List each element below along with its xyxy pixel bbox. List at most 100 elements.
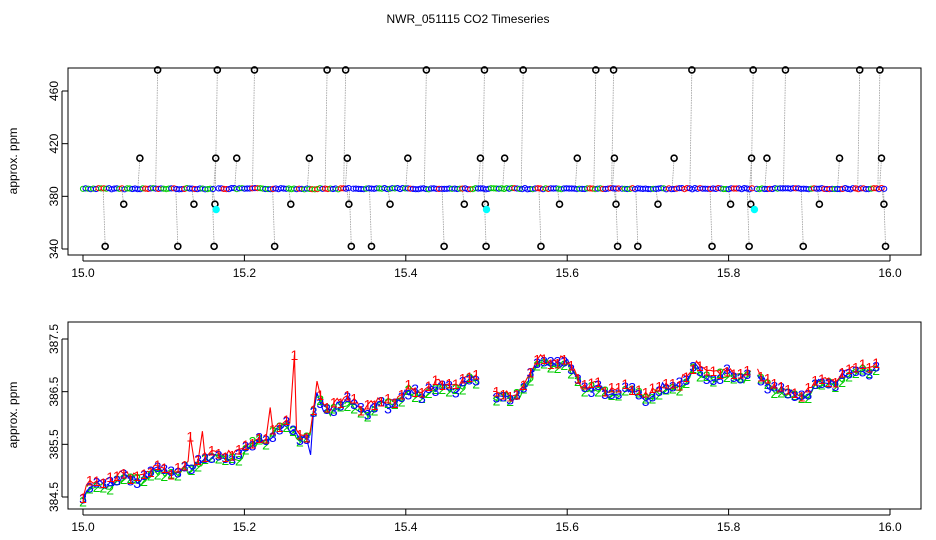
series-2-marker: 2: [86, 481, 94, 497]
series-3-marker: 3: [411, 381, 419, 397]
series-3-marker: 3: [825, 376, 833, 392]
series-2-marker: 2: [669, 381, 677, 397]
series-2-marker: 2: [283, 419, 291, 435]
series-3-marker: 3: [791, 388, 799, 404]
outlier-point: [305, 154, 314, 162]
series-1-marker: 1: [344, 387, 352, 403]
series-3-marker: 3: [276, 422, 284, 438]
series-3-marker: 3: [262, 432, 270, 448]
series-3-marker: 3: [310, 404, 318, 420]
spike-line: [502, 158, 506, 189]
series-2-marker: 2: [242, 442, 250, 458]
outlier-point: [573, 154, 582, 162]
series-1-marker: 1: [628, 382, 636, 398]
spike-line: [883, 188, 886, 247]
outlier-point: [323, 66, 331, 74]
spike-line: [689, 69, 693, 189]
series-1-marker: 1: [262, 431, 270, 447]
spike-line: [102, 188, 106, 247]
series-1-marker: 1: [594, 374, 602, 390]
cyan-point: [482, 205, 491, 214]
outlier-point: [613, 242, 622, 251]
series-1-marker: 1: [127, 471, 135, 487]
series-3-marker: 3: [350, 396, 358, 412]
spike-line: [324, 69, 328, 189]
series-1-marker: 1: [493, 384, 501, 400]
series-lines: [82, 353, 877, 502]
series-1-marker: 1: [533, 352, 541, 368]
series-3-marker: 3: [723, 361, 731, 377]
outlier-point: [343, 154, 352, 162]
series-3-marker: 3: [113, 473, 121, 489]
spike-line: [877, 69, 881, 189]
outlier-point: [688, 66, 696, 74]
outlier-point: [880, 200, 888, 209]
y-tick-label: 386.5: [47, 376, 61, 406]
series-1-marker: 1: [425, 378, 433, 394]
outlier-point: [592, 66, 600, 74]
series-1-marker: 1: [93, 473, 101, 489]
series-1-marker: 1: [235, 441, 243, 457]
series-1-marker: 1: [411, 384, 419, 400]
series-1-marker: 1: [859, 356, 867, 372]
x-tick-label: 15.8: [717, 520, 741, 534]
series-3-marker: 3: [655, 383, 663, 399]
co2-raw-panel: 15.0 15.2 15.4 15.6 15.8 16.0 340 380 420 460 ap…: [6, 66, 922, 280]
series-3-marker: 3: [364, 407, 372, 423]
spike-line: [405, 158, 409, 189]
y-axis: 340 380 420 460: [47, 81, 68, 259]
series-1-marker: 1: [364, 397, 372, 413]
series-1-marker: 1: [384, 390, 392, 406]
series-1-marker: 1: [160, 460, 168, 476]
series-3-marker: 3: [208, 450, 216, 466]
series-3-marker: 3: [140, 467, 148, 483]
series-3-marker: 3: [554, 353, 562, 369]
series-3-marker: 3: [215, 448, 223, 464]
outlier-point: [749, 66, 757, 74]
series-3-marker: 3: [181, 458, 189, 474]
series-1-marker: 1: [323, 400, 331, 416]
series-3-marker: 3: [771, 379, 779, 395]
series-2-marker: 2: [791, 387, 799, 403]
outlier-point: [101, 242, 109, 251]
series-3-marker: 3: [594, 377, 602, 393]
spike-line: [483, 188, 487, 247]
series-2-marker: 2: [710, 374, 718, 390]
series-3-marker: 3: [642, 393, 650, 409]
series-3-marker: 3: [872, 359, 880, 375]
spike-line: [611, 69, 614, 189]
spike-line: [857, 69, 861, 189]
series-1-marker: 1: [588, 375, 596, 391]
series-2-marker: 2: [201, 451, 209, 467]
outlier-point: [476, 154, 485, 162]
series-3-marker: 3: [621, 379, 629, 395]
cyan-point: [750, 205, 759, 214]
spike-line: [635, 188, 639, 247]
spike-line: [234, 158, 238, 189]
series-2-marker: 2: [642, 391, 650, 407]
series-2-marker: 2: [649, 391, 657, 407]
series-3-marker: 3: [445, 378, 453, 394]
spike-line: [783, 69, 786, 189]
series-1-marker: 1: [186, 428, 194, 444]
series-1-marker: 1: [99, 475, 107, 491]
series-1-marker: 1: [642, 384, 650, 400]
series-2-marker: 2: [513, 386, 521, 402]
outlier-point: [347, 242, 356, 251]
series-3-marker: 3: [520, 379, 528, 395]
series-2-marker: 2: [452, 381, 460, 397]
series-3-marker: 3: [784, 386, 792, 402]
series-3-marker: 3: [86, 480, 94, 496]
spike-line: [211, 188, 215, 247]
series-2-marker: 2: [601, 383, 609, 399]
series-2-marker: 2: [466, 370, 474, 386]
series-2-marker: 2: [371, 403, 379, 419]
series-1-marker: 1: [499, 386, 507, 402]
series-3-marker: 3: [601, 386, 609, 402]
series-2-marker: 2: [608, 387, 616, 403]
series-1-marker: 1: [669, 376, 677, 392]
spike-line: [214, 69, 218, 189]
series-2-marker: 2: [255, 432, 263, 448]
outlier-point: [670, 154, 678, 162]
outlier-point: [555, 200, 564, 209]
